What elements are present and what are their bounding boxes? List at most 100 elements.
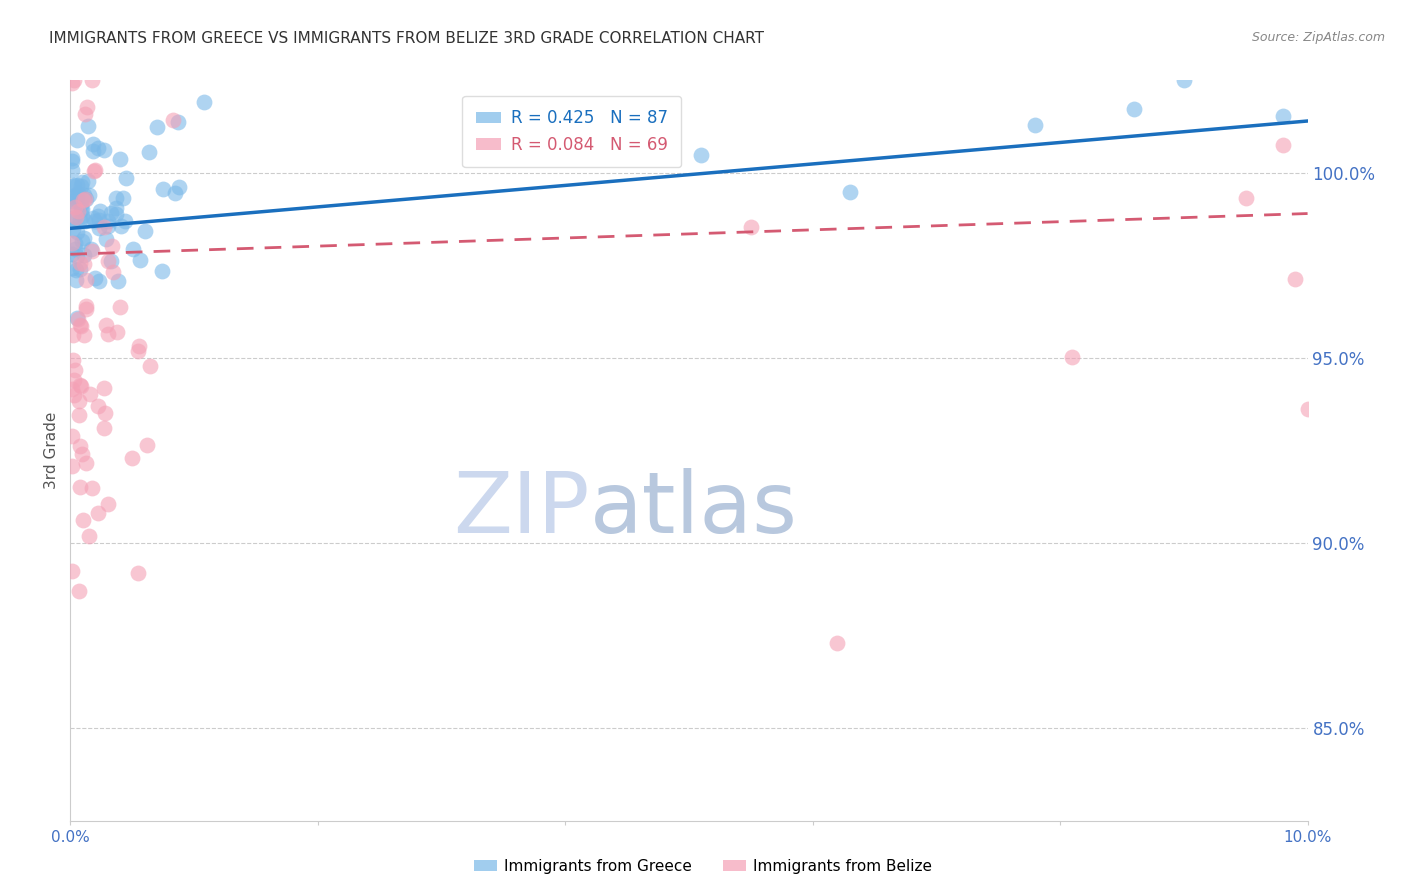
Point — [70, 447, 93, 461]
Point — [97, 219, 120, 234]
Point — [69, 261, 91, 276]
Point — [152, 182, 174, 196]
Point — [579, 139, 602, 153]
Point — [94, 318, 117, 332]
Point — [80, 242, 103, 256]
Point — [60, 458, 83, 473]
Point — [1234, 191, 1257, 205]
Point — [60, 564, 83, 578]
Point — [97, 497, 120, 511]
Point — [110, 219, 132, 233]
Point — [75, 192, 97, 206]
Point — [1271, 137, 1294, 152]
Point — [72, 175, 94, 189]
Point — [83, 213, 105, 227]
Point — [67, 408, 90, 422]
Point — [1062, 350, 1084, 364]
Point — [100, 206, 122, 220]
Point — [114, 171, 136, 186]
Point — [167, 180, 190, 194]
Point — [69, 213, 91, 227]
Point — [70, 234, 93, 248]
Point — [70, 209, 93, 223]
Point — [60, 154, 83, 169]
Point — [193, 95, 215, 109]
Point — [66, 188, 89, 202]
Point — [75, 302, 97, 317]
Point — [67, 584, 90, 599]
Point — [827, 636, 849, 650]
Point — [70, 318, 93, 333]
Point — [79, 387, 101, 401]
Legend: Immigrants from Greece, Immigrants from Belize: Immigrants from Greece, Immigrants from … — [468, 853, 938, 880]
Point — [1296, 401, 1319, 416]
Point — [134, 224, 156, 238]
Point — [104, 207, 127, 221]
Point — [75, 272, 97, 286]
Point — [138, 145, 160, 160]
Point — [67, 204, 90, 219]
Point — [70, 197, 93, 211]
Point — [135, 438, 157, 452]
Text: IMMIGRANTS FROM GREECE VS IMMIGRANTS FROM BELIZE 3RD GRADE CORRELATION CHART: IMMIGRANTS FROM GREECE VS IMMIGRANTS FRO… — [49, 31, 765, 46]
Point — [65, 262, 87, 277]
Point — [73, 328, 96, 343]
Point — [63, 235, 86, 250]
Point — [107, 325, 129, 339]
Point — [97, 254, 120, 268]
Point — [63, 387, 86, 401]
Point — [66, 186, 89, 200]
Point — [121, 242, 143, 256]
Point — [80, 244, 103, 259]
Text: Source: ZipAtlas.com: Source: ZipAtlas.com — [1251, 31, 1385, 45]
Point — [83, 271, 105, 285]
Point — [69, 318, 91, 333]
Point — [65, 133, 87, 147]
Point — [65, 273, 87, 287]
Point — [127, 344, 149, 359]
Point — [62, 222, 84, 236]
Point — [72, 513, 94, 527]
Point — [60, 211, 83, 225]
Point — [66, 311, 89, 326]
Point — [80, 73, 103, 87]
Point — [67, 394, 90, 409]
Point — [105, 201, 128, 215]
Point — [93, 421, 115, 435]
Point — [63, 363, 86, 377]
Point — [87, 506, 110, 520]
Point — [94, 232, 117, 246]
Point — [75, 107, 97, 121]
Point — [139, 359, 162, 374]
Point — [70, 202, 93, 216]
Point — [70, 379, 93, 393]
Legend: R = 0.425   N = 87, R = 0.084   N = 69: R = 0.425 N = 87, R = 0.084 N = 69 — [463, 96, 681, 167]
Point — [87, 209, 110, 223]
Point — [105, 191, 128, 205]
Point — [1123, 102, 1146, 116]
Point — [87, 399, 110, 413]
Point — [62, 212, 84, 227]
Point — [69, 256, 91, 270]
Text: ZIP: ZIP — [454, 468, 591, 551]
Point — [60, 247, 83, 261]
Point — [740, 219, 762, 234]
Point — [93, 144, 115, 158]
Point — [66, 312, 89, 326]
Point — [1024, 118, 1046, 132]
Point — [1271, 109, 1294, 123]
Point — [97, 327, 120, 342]
Point — [162, 113, 184, 128]
Point — [690, 148, 713, 162]
Point — [60, 383, 83, 397]
Point — [69, 481, 91, 495]
Point — [110, 152, 132, 166]
Point — [89, 274, 111, 288]
Point — [77, 528, 100, 542]
Point — [838, 186, 860, 200]
Point — [94, 407, 117, 421]
Point — [75, 456, 97, 470]
Point — [87, 213, 110, 227]
Point — [80, 481, 103, 495]
Point — [65, 225, 87, 239]
